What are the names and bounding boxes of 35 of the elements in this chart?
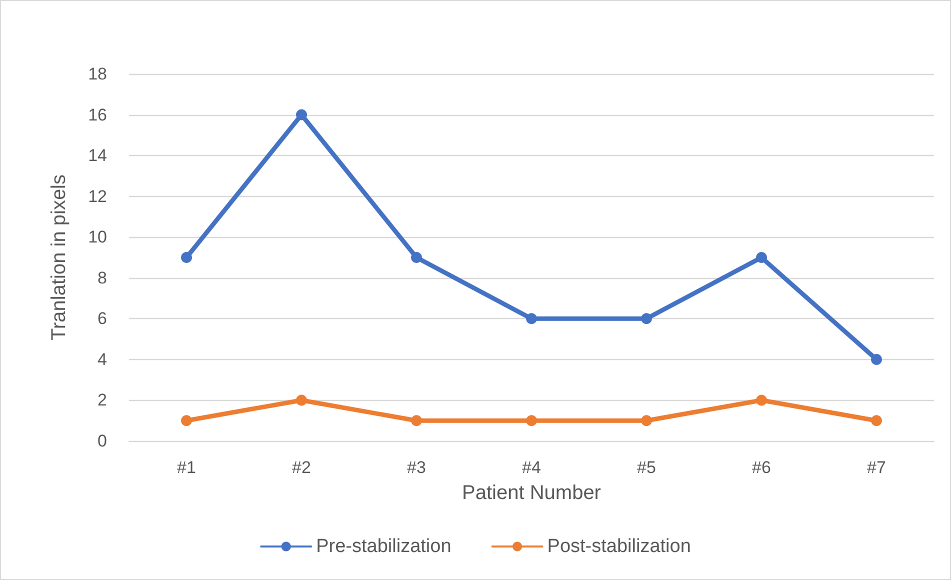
y-tick-label: 12 xyxy=(88,186,107,206)
legend-label: Post-stabilization xyxy=(547,536,691,557)
x-tick-label: #3 xyxy=(407,458,426,477)
x-tick-label: #7 xyxy=(867,458,886,477)
point xyxy=(641,415,652,426)
x-tick-label: #5 xyxy=(637,458,656,477)
x-tick-label: #1 xyxy=(177,458,196,477)
point xyxy=(181,252,192,263)
y-tick-label: 0 xyxy=(98,432,107,450)
point xyxy=(871,415,882,426)
point xyxy=(296,394,307,406)
y-tick-label: 8 xyxy=(98,268,107,288)
y-tick-label: 14 xyxy=(88,146,107,166)
point xyxy=(411,252,422,263)
point xyxy=(641,313,652,324)
y-axis-title: Tranlation in pixels xyxy=(48,174,70,341)
y-tick-label: 6 xyxy=(98,309,107,328)
x-tick-label: #6 xyxy=(752,458,771,477)
y-tick-label: 4 xyxy=(98,350,107,369)
point xyxy=(411,415,422,426)
point xyxy=(526,415,537,426)
x-axis-title: Patient Number xyxy=(462,482,602,504)
x-tick-label: #2 xyxy=(292,458,311,477)
point xyxy=(756,252,767,263)
y-tick-label: 10 xyxy=(88,228,107,247)
point xyxy=(181,415,192,426)
y-tick-label: 16 xyxy=(88,105,107,124)
point xyxy=(756,394,767,406)
point xyxy=(296,109,307,120)
point xyxy=(526,313,537,324)
x-tick-label: #4 xyxy=(522,458,541,477)
legend-label: Pre-stabilization xyxy=(316,536,452,557)
point xyxy=(871,354,882,365)
y-tick-label: 18 xyxy=(88,64,107,84)
y-tick-label: 2 xyxy=(98,390,107,410)
